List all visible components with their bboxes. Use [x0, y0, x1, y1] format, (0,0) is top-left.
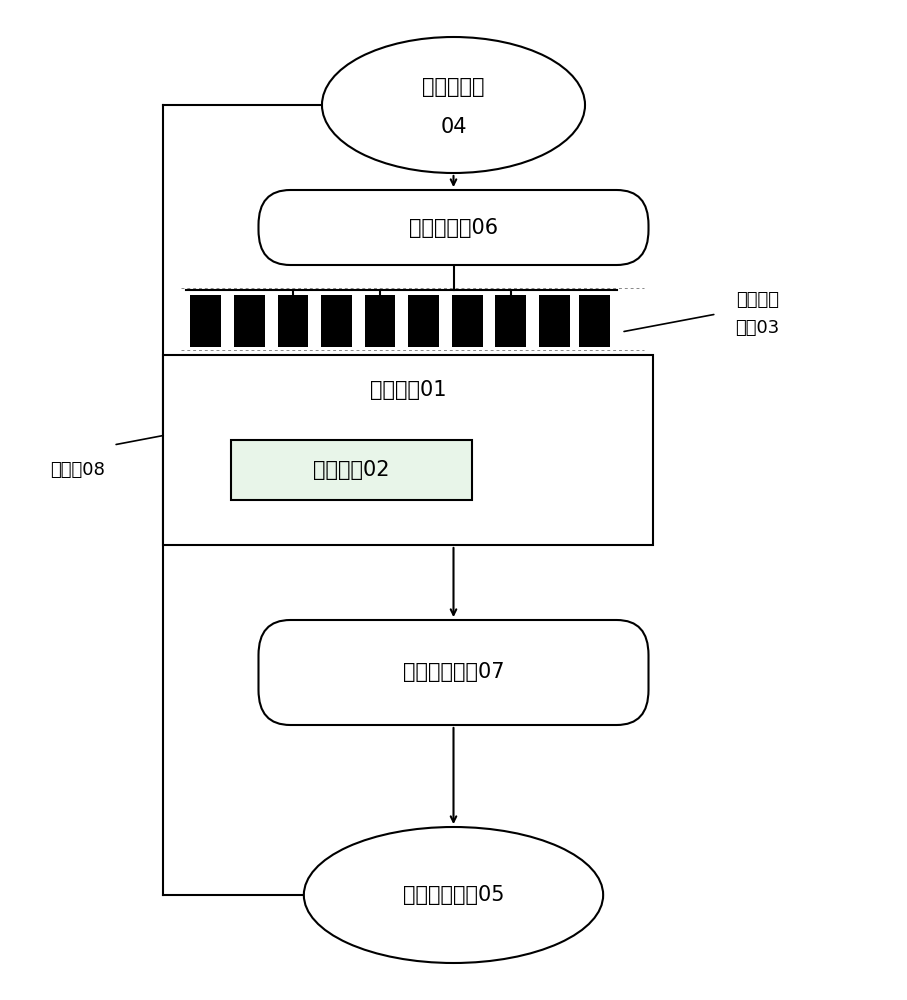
Ellipse shape — [304, 827, 603, 963]
Text: 偏置匹配网络07: 偏置匹配网络07 — [403, 662, 504, 682]
Text: 静电夹盘02: 静电夹盘02 — [313, 460, 390, 480]
Text: 源匹配网络06: 源匹配网络06 — [409, 218, 498, 237]
Bar — [234, 295, 265, 347]
Text: 线圈03: 线圈03 — [736, 319, 779, 337]
Bar — [321, 295, 352, 347]
Bar — [231, 440, 472, 500]
Text: 电感耦合: 电感耦合 — [736, 291, 779, 309]
Text: 源射频电源: 源射频电源 — [423, 77, 484, 97]
Bar — [579, 295, 610, 347]
Bar — [452, 295, 483, 347]
Bar — [539, 295, 570, 347]
Ellipse shape — [322, 37, 585, 173]
Bar — [365, 295, 395, 347]
Text: 偏置射频电源05: 偏置射频电源05 — [403, 885, 504, 905]
Text: 04: 04 — [440, 117, 467, 137]
Text: 锁相线08: 锁相线08 — [50, 461, 105, 479]
FancyBboxPatch shape — [258, 620, 649, 725]
Bar — [278, 295, 308, 347]
Bar — [190, 295, 221, 347]
Bar — [163, 355, 653, 545]
Bar — [495, 295, 526, 347]
Text: 反应腔室01: 反应腔室01 — [370, 380, 446, 400]
FancyBboxPatch shape — [258, 190, 649, 265]
Bar — [408, 295, 439, 347]
